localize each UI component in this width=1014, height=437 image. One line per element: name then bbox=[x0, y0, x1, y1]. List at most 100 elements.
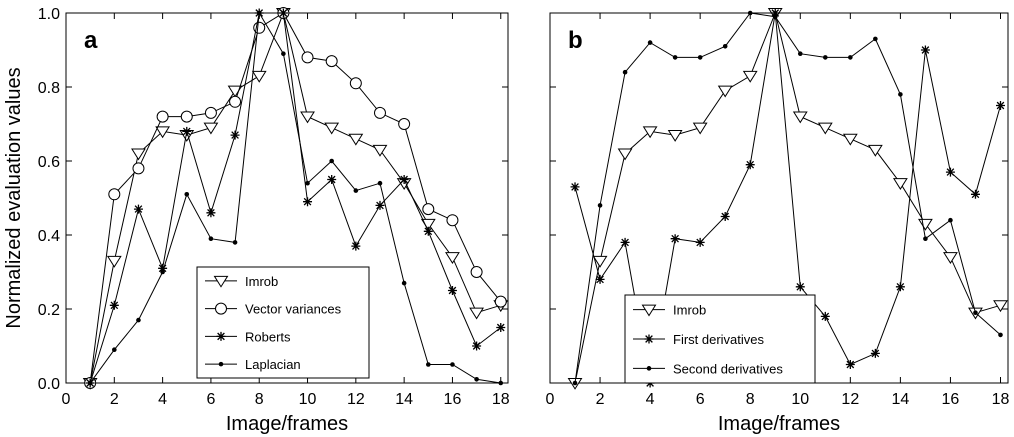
data-point bbox=[823, 55, 828, 60]
data-point bbox=[348, 133, 364, 146]
legend-marker bbox=[215, 302, 227, 315]
series-3 bbox=[85, 8, 506, 388]
data-point bbox=[422, 203, 435, 216]
legend-label: Laplacian bbox=[245, 357, 301, 372]
data-point bbox=[351, 241, 361, 251]
data-point bbox=[672, 55, 678, 60]
data-point bbox=[494, 295, 507, 308]
data-point bbox=[325, 55, 338, 68]
data-point bbox=[232, 240, 238, 245]
x-tick-label: 12 bbox=[841, 391, 859, 408]
data-point bbox=[472, 341, 482, 351]
data-point bbox=[572, 380, 578, 386]
data-point bbox=[256, 10, 262, 16]
legend-label: Imrob bbox=[673, 303, 706, 318]
data-point bbox=[446, 214, 459, 227]
data-point bbox=[722, 44, 728, 49]
y-tick-label: 0.0 bbox=[38, 376, 60, 393]
data-point bbox=[469, 307, 485, 320]
data-point bbox=[373, 106, 386, 119]
data-point bbox=[401, 280, 407, 286]
legend: Imrob First derivatives Second derivatives bbox=[624, 294, 816, 384]
x-tick-label: 16 bbox=[444, 391, 462, 408]
data-point bbox=[425, 362, 431, 367]
data-point bbox=[204, 106, 217, 119]
data-point bbox=[329, 158, 334, 164]
data-point bbox=[795, 282, 805, 292]
x-tick-label: 14 bbox=[891, 391, 909, 408]
data-point bbox=[375, 200, 385, 210]
panel-label: a bbox=[84, 27, 98, 54]
x-tick-label: 8 bbox=[746, 391, 755, 408]
data-point bbox=[697, 55, 703, 60]
data-point bbox=[203, 122, 219, 135]
data-point bbox=[496, 323, 506, 332]
x-tick-label: 14 bbox=[395, 391, 413, 408]
legend-label: Vector variances bbox=[245, 302, 342, 317]
data-point bbox=[923, 236, 928, 241]
data-point bbox=[622, 69, 628, 75]
x-axis-title: Image/frames bbox=[718, 413, 840, 435]
x-tick-label: 0 bbox=[546, 391, 555, 408]
data-point bbox=[842, 133, 858, 146]
data-point bbox=[180, 110, 193, 123]
panel-b: 0 2 4 6 8 10 12 14 16 18 Image/frames b Imrob First d… bbox=[546, 7, 1009, 435]
data-point bbox=[948, 217, 953, 223]
data-point bbox=[918, 218, 933, 231]
y-tick-label: 0.8 bbox=[38, 80, 60, 97]
data-point bbox=[301, 51, 314, 64]
data-point bbox=[995, 101, 1005, 110]
data-point bbox=[792, 111, 808, 124]
data-point bbox=[998, 332, 1003, 338]
data-point bbox=[372, 144, 388, 157]
data-point bbox=[845, 360, 855, 369]
data-point bbox=[132, 162, 145, 175]
data-point bbox=[498, 380, 504, 386]
data-point bbox=[720, 212, 730, 221]
panel-a: 0 2 4 6 8 10 12 14 16 18 0.0 0.2 0.4 0.6 0.8 1.0 Image/f… bbox=[3, 6, 510, 435]
series-line bbox=[89, 12, 502, 384]
data-point bbox=[667, 130, 683, 142]
x-tick-label: 10 bbox=[791, 391, 809, 408]
data-point bbox=[745, 160, 755, 170]
data-point bbox=[349, 77, 362, 90]
data-point bbox=[848, 55, 853, 60]
x-tick-label: 2 bbox=[596, 391, 605, 408]
data-point bbox=[353, 188, 359, 193]
data-point bbox=[945, 167, 955, 177]
data-point bbox=[747, 10, 753, 16]
data-point bbox=[870, 348, 880, 358]
panel-label: b bbox=[568, 27, 583, 54]
y-tick-label: 0.2 bbox=[38, 302, 60, 319]
data-point bbox=[993, 300, 1008, 313]
legend-label: Roberts bbox=[245, 329, 291, 344]
legend-marker bbox=[216, 331, 226, 341]
legend-marker bbox=[641, 304, 657, 317]
data-point bbox=[377, 180, 383, 186]
data-point bbox=[278, 8, 288, 18]
data-point bbox=[155, 126, 171, 139]
data-point bbox=[867, 144, 883, 157]
data-point bbox=[136, 317, 141, 323]
series-line bbox=[89, 11, 501, 384]
data-point bbox=[595, 274, 605, 284]
data-point bbox=[717, 85, 733, 98]
data-point bbox=[133, 204, 143, 214]
data-point bbox=[817, 122, 833, 135]
data-point bbox=[156, 110, 169, 123]
legend-marker bbox=[218, 361, 224, 367]
data-point bbox=[642, 126, 658, 139]
data-point bbox=[445, 252, 460, 264]
x-tick-label: 4 bbox=[646, 391, 655, 408]
y-tick-label: 0.4 bbox=[38, 228, 60, 245]
legend-box bbox=[196, 266, 370, 379]
series-4 bbox=[87, 10, 504, 386]
data-point bbox=[772, 14, 778, 19]
data-point bbox=[597, 203, 603, 208]
data-point bbox=[450, 362, 455, 367]
data-point bbox=[106, 255, 122, 268]
series-line bbox=[574, 12, 1001, 384]
x-tick-label: 16 bbox=[942, 391, 960, 408]
legend: Imrob Vector variances Roberts Laplacian bbox=[196, 266, 370, 379]
x-tick-label: 0 bbox=[62, 391, 71, 408]
